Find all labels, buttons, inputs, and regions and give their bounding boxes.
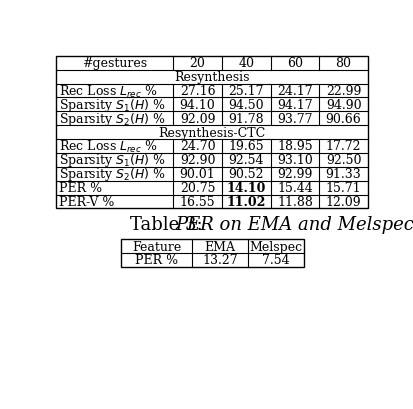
Text: PER on EMA and Melspec: PER on EMA and Melspec	[175, 215, 413, 233]
Text: Rec Loss $L_{rec}$ %: Rec Loss $L_{rec}$ %	[59, 139, 158, 155]
Text: 92.09: 92.09	[179, 112, 215, 126]
Text: 94.10: 94.10	[179, 99, 215, 112]
Text: 94.90: 94.90	[325, 99, 361, 112]
Text: 15.71: 15.71	[325, 182, 361, 195]
Text: 24.17: 24.17	[276, 85, 312, 98]
Text: 20.75: 20.75	[179, 182, 215, 195]
Text: Sparsity $S_2(H)$ %: Sparsity $S_2(H)$ %	[59, 110, 166, 128]
Text: 90.66: 90.66	[325, 112, 361, 126]
Text: 25.17: 25.17	[228, 85, 263, 98]
Text: EMA: EMA	[204, 240, 235, 253]
Text: 7.54: 7.54	[262, 254, 290, 267]
Text: 27.16: 27.16	[179, 85, 215, 98]
Text: Resynthesis: Resynthesis	[174, 71, 249, 84]
Text: 60: 60	[286, 57, 302, 70]
Text: 94.50: 94.50	[228, 99, 263, 112]
Text: #gestures: #gestures	[82, 57, 147, 70]
Text: 93.77: 93.77	[277, 112, 312, 126]
Text: Melspec: Melspec	[249, 240, 302, 253]
Text: 91.33: 91.33	[325, 168, 361, 181]
Text: PER %: PER %	[59, 182, 102, 195]
Text: 92.90: 92.90	[179, 154, 215, 167]
Text: 14.10: 14.10	[226, 182, 265, 195]
Text: 90.01: 90.01	[179, 168, 215, 181]
Text: Resynthesis-CTC: Resynthesis-CTC	[158, 126, 265, 139]
Text: 13.27: 13.27	[202, 254, 237, 267]
Text: 20: 20	[189, 57, 205, 70]
Text: 92.54: 92.54	[228, 154, 263, 167]
Text: 16.55: 16.55	[179, 196, 215, 209]
Text: 24.70: 24.70	[179, 140, 215, 153]
Bar	[56, 57, 367, 209]
Text: Sparsity $S_2(H)$ %: Sparsity $S_2(H)$ %	[59, 166, 166, 183]
Text: Sparsity $S_1(H)$ %: Sparsity $S_1(H)$ %	[59, 97, 166, 114]
Text: 91.78: 91.78	[228, 112, 263, 126]
Text: 40: 40	[237, 57, 254, 70]
Text: PER-V %: PER-V %	[59, 196, 114, 209]
Text: 11.02: 11.02	[226, 196, 265, 209]
Text: 18.95: 18.95	[276, 140, 312, 153]
Bar	[121, 240, 304, 267]
Text: 19.65: 19.65	[228, 140, 263, 153]
Text: 11.88: 11.88	[276, 196, 312, 209]
Text: Sparsity $S_1(H)$ %: Sparsity $S_1(H)$ %	[59, 152, 166, 169]
Text: 15.44: 15.44	[276, 182, 312, 195]
Text: 22.99: 22.99	[325, 85, 361, 98]
Text: 92.50: 92.50	[325, 154, 361, 167]
Text: PER %: PER %	[135, 254, 178, 267]
Text: 12.09: 12.09	[325, 196, 361, 209]
Text: 94.17: 94.17	[276, 99, 312, 112]
Text: Rec Loss $L_{rec}$ %: Rec Loss $L_{rec}$ %	[59, 83, 158, 99]
Text: Table 3:: Table 3:	[130, 215, 208, 233]
Text: 80: 80	[335, 57, 351, 70]
Text: 17.72: 17.72	[325, 140, 361, 153]
Text: 90.52: 90.52	[228, 168, 263, 181]
Text: Feature: Feature	[132, 240, 181, 253]
Text: 92.99: 92.99	[277, 168, 312, 181]
Text: 93.10: 93.10	[276, 154, 312, 167]
